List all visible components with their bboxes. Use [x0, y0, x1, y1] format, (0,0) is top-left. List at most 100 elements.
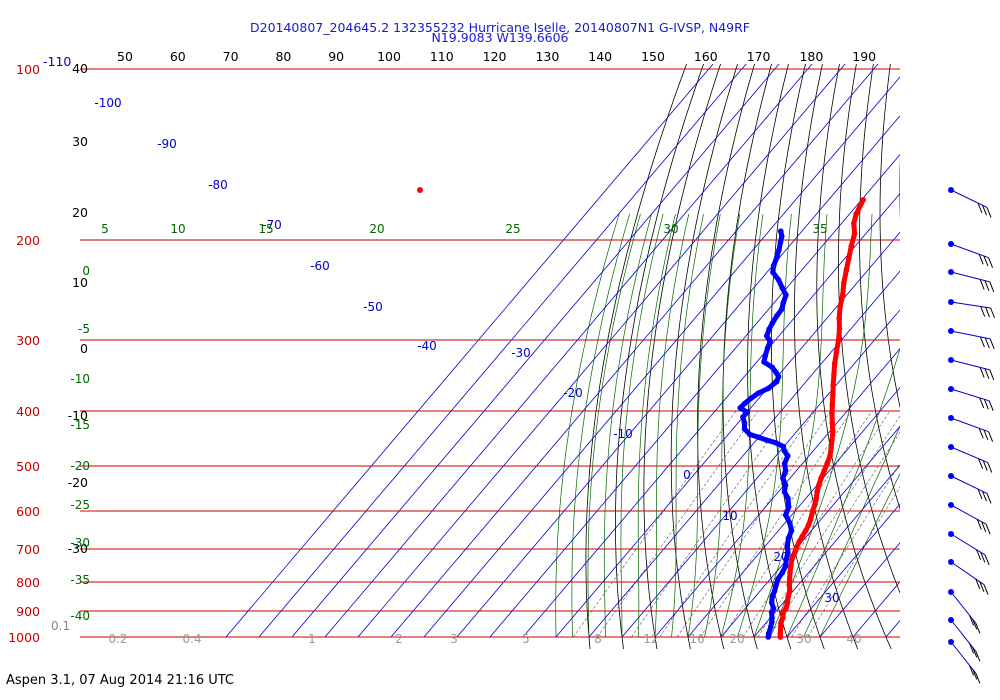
mixing-ratio-label: 8: [594, 632, 602, 646]
wind-barb-shaft: [950, 619, 977, 652]
dry-adiabat-line: [919, 43, 1000, 649]
wind-barb-feather: [979, 336, 985, 348]
moist-adiabat-label: 35: [812, 222, 827, 236]
dewpoint-point: [788, 527, 795, 534]
wind-barb-feather: [982, 491, 987, 502]
dewpoint-point: [771, 588, 778, 594]
moist-tick-label: -30: [70, 536, 90, 550]
dewpoint-point: [769, 364, 775, 371]
moist-adiabat-label: 10: [170, 222, 185, 236]
altitude-tick-label: -20: [68, 475, 88, 490]
wind-barb-feather: [977, 202, 983, 214]
wind-barb-feather: [985, 307, 991, 318]
dewpoint-point: [769, 594, 775, 600]
temperature-point: [789, 556, 795, 563]
wind-barb-feather: [983, 255, 989, 267]
wind-barb-feather: [978, 428, 984, 439]
dewpoint-point: [774, 313, 780, 319]
temperature-point: [812, 501, 818, 508]
software-version-footer: Aspen 3.1, 07 Aug 2014 21:16 UTC: [6, 673, 235, 688]
chart-title-line2: N19.9083 W139.6606: [431, 30, 569, 45]
wind-barbs: [948, 187, 996, 684]
wind-barb-feather: [969, 665, 975, 676]
dry-adiabat-line: [794, 64, 859, 650]
dewpoint-point: [773, 369, 779, 376]
dry-adiabat-line: [816, 64, 892, 650]
temperature-point: [813, 495, 820, 502]
temperature-point: [830, 428, 836, 435]
dewpoint-point: [785, 535, 792, 541]
temperature-point: [829, 420, 836, 426]
wind-barb-feather: [986, 207, 992, 218]
wind-barb-feather: [988, 257, 994, 268]
temperature-point: [780, 609, 786, 616]
dewpoint-point: [741, 420, 748, 426]
wind-barb-feather: [972, 647, 978, 658]
dry-adiabats: [585, 43, 1000, 650]
dewpoint-point: [744, 409, 750, 416]
top-scale-tick: 140: [588, 49, 612, 64]
dewpoint-point: [764, 345, 771, 351]
wind-barb-feather: [975, 623, 981, 634]
dewpoint-point: [774, 378, 780, 385]
temperature-point: [788, 563, 794, 569]
temperature-point: [833, 349, 840, 355]
temperature-point: [777, 624, 784, 630]
dewpoint-point: [770, 269, 776, 276]
wind-barb-feather: [976, 519, 982, 530]
temperature-point: [829, 437, 835, 443]
dewpoint-point: [748, 395, 754, 402]
dewpoint-point: [780, 443, 787, 450]
pressure-tick-label: 900: [16, 604, 40, 619]
temperature-outlier-point: [417, 187, 423, 193]
dry-adiabat-line: [899, 158, 900, 221]
wind-barb-feather: [985, 524, 991, 535]
temperature-point: [799, 533, 806, 540]
dewpoint-point: [765, 630, 772, 637]
pressure-tick-label: 100: [16, 62, 40, 77]
wind-barb-shaft: [950, 271, 990, 283]
wind-barb-feather: [979, 397, 985, 409]
temperature-point: [777, 630, 784, 637]
dewpoint-point: [768, 599, 775, 606]
moist-tick-label: -20: [70, 459, 90, 473]
wind-barb-feather: [983, 429, 989, 441]
wind-barb-feather: [982, 205, 987, 216]
wind-barb-feather: [984, 280, 990, 291]
wind-barb-shaft: [950, 561, 985, 586]
temperature-point: [809, 508, 816, 514]
dewpoint-point: [785, 453, 791, 459]
wind-barb-shaft: [950, 388, 990, 402]
mixing-ratio-label: 30: [796, 632, 811, 646]
top-scale-tick: 60: [170, 49, 186, 64]
temperature-point: [853, 211, 859, 217]
isotherm-line: [357, 64, 846, 638]
wind-barb-feather: [989, 369, 995, 381]
temperature-point: [827, 453, 833, 459]
dry-adiabat-line: [771, 64, 825, 650]
moist-adiabat-line: [637, 213, 676, 637]
isotherm-line: [687, 386, 900, 638]
dewpoint-point: [762, 353, 768, 359]
temperature-point: [802, 527, 809, 534]
moist-adiabat-label: 15: [258, 222, 273, 236]
moist-adiabat-line: [555, 213, 620, 637]
temperature-point: [830, 382, 836, 388]
dewpoint-point: [785, 549, 791, 556]
moist-tick-label: -40: [70, 609, 90, 623]
moist-adiabat-line: [671, 213, 704, 638]
temperature-point: [818, 475, 824, 481]
mixing-ratio-label: 5: [522, 632, 530, 646]
dewpoint-point: [769, 320, 776, 326]
isotherm-line: [225, 64, 714, 638]
pressure-tick-label: 1000: [8, 630, 40, 645]
dewpoint-point: [737, 405, 743, 411]
temperature-point: [837, 303, 843, 310]
top-scale-tick: 120: [483, 49, 507, 64]
isotherm-line: [423, 76, 900, 638]
top-scale-tick: 170: [747, 49, 771, 64]
pressure-tick-label: 500: [16, 459, 40, 474]
dewpoint-point: [775, 576, 781, 582]
dry-adiabat-line: [879, 64, 900, 409]
